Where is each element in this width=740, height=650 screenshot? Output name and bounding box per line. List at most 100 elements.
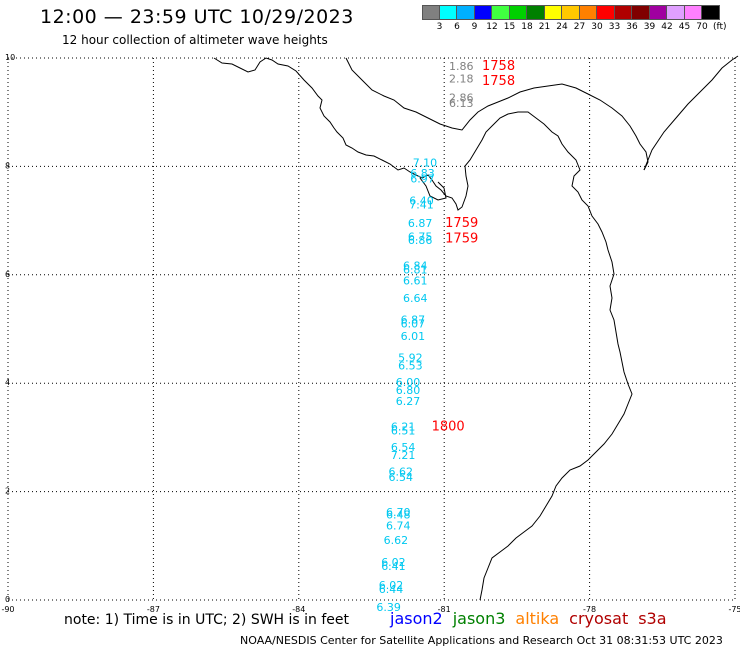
central-america-coastline	[213, 57, 633, 601]
wave-height-label: 6.48	[386, 509, 411, 522]
colorbar-swatch	[422, 5, 440, 20]
wave-height-label: 6.13	[449, 97, 474, 110]
y-tick-label: 0	[5, 595, 10, 604]
wave-height-label: 6.54	[391, 441, 416, 454]
wave-height-label: 6.87	[401, 314, 426, 327]
colorbar-label: 12	[486, 22, 498, 32]
wave-height-colorbar	[422, 5, 720, 20]
wave-height-label: 6.44	[379, 583, 404, 596]
y-tick-label: 4	[5, 378, 10, 387]
colorbar-label: 36	[626, 22, 638, 32]
wave-height-label: 1.86	[449, 60, 474, 73]
x-tick-label: -81	[438, 605, 451, 614]
colorbar-label: 33	[608, 22, 621, 32]
colorbar-label: 24	[556, 22, 568, 32]
wave-height-label: 6.54	[388, 471, 413, 484]
x-tick-label: -78	[583, 605, 596, 614]
axis-tick-labels: -90 -87 -84 -81 -78 -75 0 2 4 6 8 10	[1, 53, 740, 614]
colorbar-label: 42	[661, 22, 673, 32]
colorbar-label: 3	[436, 22, 443, 32]
wave-height-label: 6.80	[396, 384, 421, 397]
wave-height-label: 6.07	[401, 317, 426, 330]
wave-height-label: 6.61	[403, 275, 428, 288]
x-tick-label: -84	[292, 605, 305, 614]
footer-note: note: 1) Time is in UTC; 2) SWH is in fe…	[64, 612, 350, 628]
y-tick-label: 2	[5, 487, 10, 496]
wave-height-observations: 1.862.18 2.866.13 7.106.836.97 6.407.41 6.87…	[376, 60, 473, 614]
wave-height-label: 2.18	[449, 72, 474, 85]
wave-height-label: 6.02	[381, 556, 406, 569]
colorbar-swatch	[457, 5, 475, 20]
wave-height-label: 7.41	[409, 199, 434, 212]
wave-height-label: 6.84	[403, 259, 428, 272]
legend-item-jason3: jason3	[452, 609, 506, 628]
colorbar-label: 30	[591, 22, 603, 32]
colorbar-label: 39	[643, 22, 656, 32]
colorbar-label: 21	[538, 22, 551, 32]
wave-height-label: 6.87	[408, 217, 433, 230]
wave-height-label: 6.62	[384, 534, 409, 547]
colorbar-swatch	[614, 5, 632, 20]
wave-height-label: 6.64	[403, 292, 428, 305]
pass-time-label: 1758	[482, 74, 515, 89]
wave-height-label: 6.70	[386, 506, 411, 519]
wave-height-label: 6.86	[408, 234, 433, 247]
footer-credit: NOAA/NESDIS Center for Satellite Applica…	[240, 634, 723, 647]
colorbar-swatch	[474, 5, 492, 20]
coastline	[213, 55, 739, 601]
satellite-legend: jason2 jason3 altika cryosat s3a	[390, 609, 677, 628]
colorbar-swatch	[544, 5, 562, 20]
colorbar-swatch	[597, 5, 615, 20]
y-tick-label: 10	[5, 53, 15, 62]
legend-item-cryosat: cryosat	[569, 609, 629, 628]
wave-height-label: 7.21	[391, 449, 416, 462]
wave-height-label: 6.40	[409, 194, 434, 207]
colorbar-label: 27	[573, 22, 586, 32]
wave-height-label: 5.92	[398, 352, 423, 365]
colorbar-swatch	[632, 5, 650, 20]
wave-height-label: 7.10	[413, 156, 438, 169]
colorbar-swatch	[439, 5, 457, 20]
wave-height-label: 6.21	[391, 420, 416, 433]
azuero-peninsula	[419, 177, 447, 201]
colorbar-label: 6	[454, 22, 460, 32]
colorbar-swatch	[527, 5, 545, 20]
south-america-north-coast	[643, 55, 739, 171]
x-tick-label: -87	[147, 605, 160, 614]
map-grid	[7, 57, 736, 601]
wave-height-label: 6.75	[408, 231, 433, 244]
pass-time-label: 1759	[445, 216, 478, 231]
wave-height-label: 6.83	[410, 167, 435, 180]
wave-height-label: 6.53	[398, 360, 423, 373]
wave-height-label: 6.27	[396, 395, 421, 408]
colorbar-label: 15	[503, 22, 516, 32]
colorbar-swatch	[702, 5, 720, 20]
chart-title: 12:00 — 23:59 UTC 10/29/2023	[40, 6, 354, 28]
wave-height-label: 6.41	[381, 560, 406, 573]
pass-time-label: 1800	[432, 419, 465, 434]
colorbar-swatch	[579, 5, 597, 20]
colorbar-swatch	[562, 5, 580, 20]
legend-item-jason2: jason2	[390, 609, 443, 628]
pass-time-label: 1758	[482, 59, 515, 74]
colorbar-swatch	[649, 5, 667, 20]
colorbar-swatch	[509, 5, 527, 20]
wave-height-label: 6.02	[379, 579, 404, 592]
chart-subtitle: 12 hour collection of altimeter wave hei…	[62, 33, 328, 47]
colorbar-swatch	[684, 5, 702, 20]
colorbar-unit: (ft)	[713, 22, 727, 32]
wave-height-label: 6.51	[391, 425, 416, 438]
y-tick-label: 6	[5, 270, 10, 279]
colorbar-label: 45	[678, 22, 691, 32]
colorbar-labels: 3 6 9 12 15 18 21 24 27 30 33 36 39 42 45 70	[422, 22, 711, 34]
x-tick-label: -75	[728, 605, 740, 614]
y-tick-label: 8	[5, 161, 10, 170]
wave-height-label: 2.86	[449, 91, 474, 104]
wave-height-label: 6.00	[396, 376, 421, 389]
wave-height-label: 6.74	[386, 520, 411, 533]
colorbar-label: 9	[471, 22, 478, 32]
legend-item-s3a: s3a	[638, 609, 667, 628]
colorbar-label: 18	[521, 22, 533, 32]
